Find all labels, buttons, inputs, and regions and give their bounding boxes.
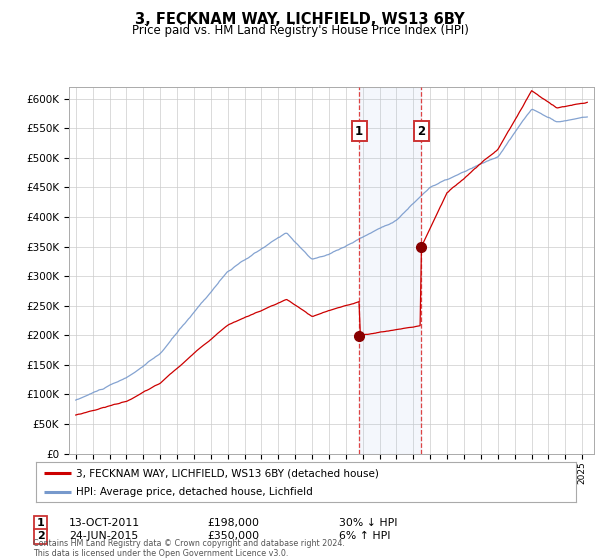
Bar — [359, 87, 421, 454]
Text: 1: 1 — [37, 518, 44, 528]
Text: 2: 2 — [418, 125, 425, 138]
Text: Contains HM Land Registry data © Crown copyright and database right 2024.
This d: Contains HM Land Registry data © Crown c… — [33, 539, 345, 558]
Text: HPI: Average price, detached house, Lichfield: HPI: Average price, detached house, Lich… — [77, 487, 313, 497]
Text: £350,000: £350,000 — [207, 531, 259, 542]
Text: 30% ↓ HPI: 30% ↓ HPI — [339, 518, 397, 528]
Text: 1: 1 — [355, 125, 363, 138]
Text: Price paid vs. HM Land Registry's House Price Index (HPI): Price paid vs. HM Land Registry's House … — [131, 24, 469, 36]
Text: 2: 2 — [37, 531, 44, 542]
Text: 3, FECKNAM WAY, LICHFIELD, WS13 6BY (detached house): 3, FECKNAM WAY, LICHFIELD, WS13 6BY (det… — [77, 468, 379, 478]
Text: 6% ↑ HPI: 6% ↑ HPI — [339, 531, 391, 542]
Text: 3, FECKNAM WAY, LICHFIELD, WS13 6BY: 3, FECKNAM WAY, LICHFIELD, WS13 6BY — [135, 12, 465, 27]
Text: £198,000: £198,000 — [207, 518, 259, 528]
Text: 13-OCT-2011: 13-OCT-2011 — [69, 518, 140, 528]
Text: 24-JUN-2015: 24-JUN-2015 — [69, 531, 138, 542]
